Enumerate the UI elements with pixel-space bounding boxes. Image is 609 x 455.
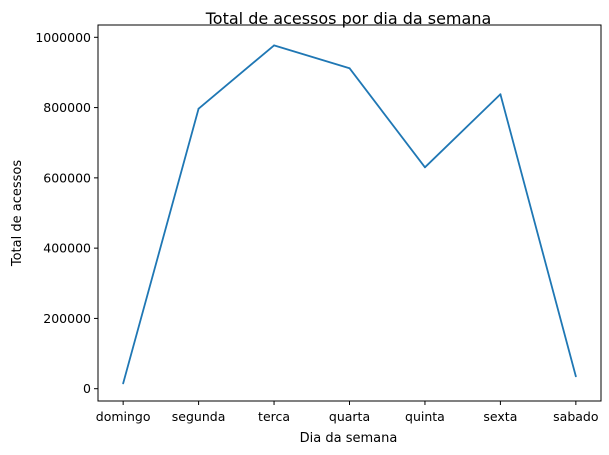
series-line xyxy=(122,44,577,384)
data-point-sabado xyxy=(574,375,577,378)
x-axis: domingo segunda terca quarta quinta sexta saba… xyxy=(96,401,599,424)
data-point-segunda xyxy=(197,107,200,110)
y-tick-label: 600000 xyxy=(43,170,91,185)
y-tick-label: 800000 xyxy=(43,100,91,115)
x-axis-label: Dia da semana xyxy=(300,431,398,446)
plot-area-frame xyxy=(97,24,602,402)
y-tick-label: 400000 xyxy=(43,241,91,256)
y-tick-label: 0 xyxy=(83,381,91,396)
y-tick-label: 1000000 xyxy=(35,30,91,45)
y-tick-label: 200000 xyxy=(43,311,91,326)
x-tick-label-quarta: quarta xyxy=(329,409,370,424)
chart-title: Total de acessos por dia da semana xyxy=(205,9,492,28)
data-point-quarta xyxy=(348,67,351,70)
x-tick-label-sexta: sexta xyxy=(483,409,517,424)
x-tick-label-sabado: sabado xyxy=(553,409,598,424)
data-point-terca xyxy=(273,44,275,47)
x-tick-label-domingo: domingo xyxy=(96,409,151,424)
x-tick-label-quinta: quinta xyxy=(405,409,445,424)
y-axis-label: Total de acessos xyxy=(10,160,25,267)
data-point-sexta xyxy=(499,93,502,96)
data-point-quinta xyxy=(424,166,426,169)
data-point-domingo xyxy=(122,382,125,385)
x-tick-label-terca: terca xyxy=(258,409,290,424)
x-tick-label-segunda: segunda xyxy=(172,409,226,424)
series-points xyxy=(122,44,577,385)
y-axis: 0 200000 400000 600000 800000 1000000 xyxy=(35,30,98,396)
